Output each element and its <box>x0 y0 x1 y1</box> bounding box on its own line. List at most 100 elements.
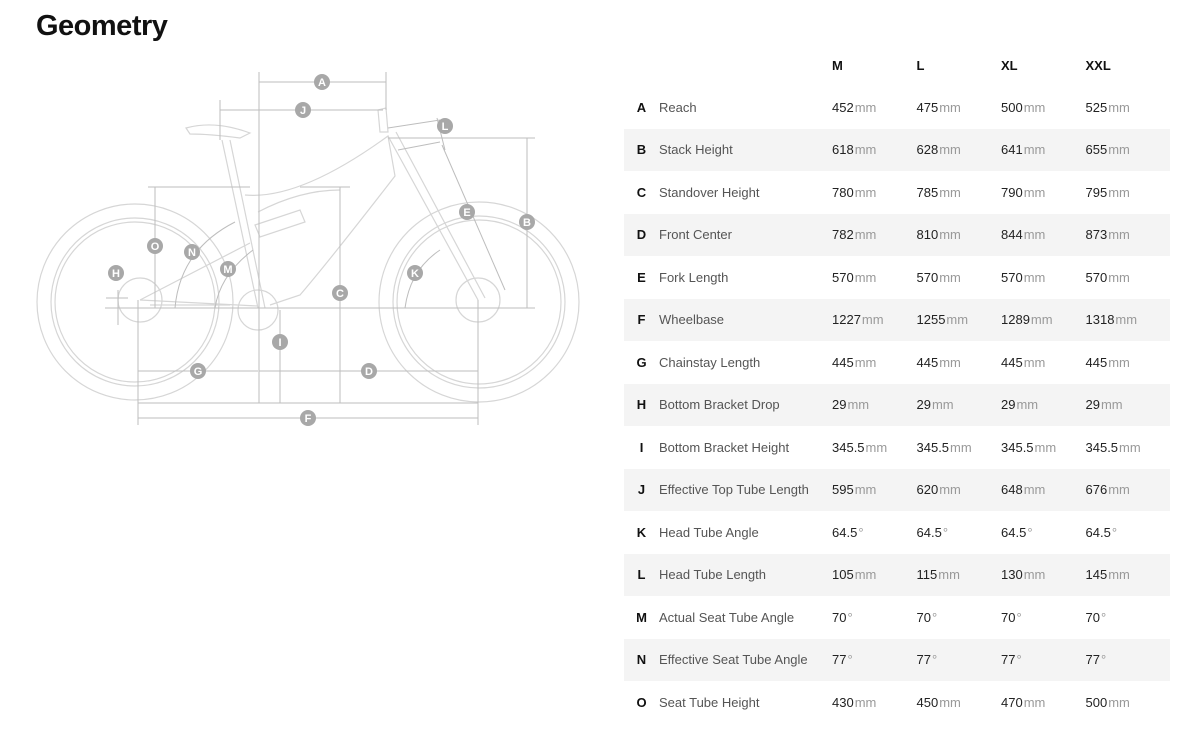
value-number: 115 <box>916 567 938 583</box>
value-unit: mm <box>1016 397 1039 413</box>
value-number: 648 <box>1001 482 1023 498</box>
row-label: Bottom Bracket Drop <box>659 397 780 413</box>
value-number: 130 <box>1001 567 1023 583</box>
value-number: 29 <box>832 397 847 413</box>
badge-letter: N <box>188 247 196 259</box>
value-unit: mm <box>1023 482 1046 498</box>
value-number: 570 <box>1001 269 1023 285</box>
badge-circle <box>184 244 200 260</box>
row-letter: D <box>636 227 647 243</box>
value-number: 810 <box>916 227 939 243</box>
value-unit: mm <box>1034 439 1057 455</box>
value-number: 500 <box>1001 99 1023 115</box>
badge-letter: B <box>523 217 531 229</box>
cell-value: 570mm <box>1086 270 1171 285</box>
cell-value: 810mm <box>917 227 1002 242</box>
value-unit: mm <box>1108 269 1130 285</box>
cell-value: 790mm <box>1001 185 1086 200</box>
row-label: Actual Seat Tube Angle <box>659 609 795 625</box>
dimension-badge: I <box>272 334 288 350</box>
value-unit: mm <box>1023 269 1046 285</box>
badge-letter: J <box>300 105 306 117</box>
value-number: 450 <box>916 694 939 710</box>
value-number: 445 <box>916 354 939 370</box>
table-row: A Reach 452mm 475mm 500mm 525mm <box>624 86 1170 129</box>
badge-letter: M <box>223 264 232 276</box>
cell-value: 500mm <box>1086 695 1171 710</box>
badge-letter: C <box>336 288 344 300</box>
value-number: 64.5 <box>832 524 858 540</box>
size-xl-header: XL <box>1001 57 1018 73</box>
value-number: 77 <box>832 652 847 668</box>
table-row: O Seat Tube Height 430mm 450mm 470mm 500mm <box>624 681 1170 724</box>
value-number: 77 <box>1085 652 1100 668</box>
value-number: 570 <box>832 269 854 285</box>
value-unit: mm <box>946 312 969 328</box>
value-number: 70 <box>1001 609 1016 625</box>
page-title: Geometry <box>36 10 168 42</box>
value-number: 29 <box>916 397 931 413</box>
badge-circle <box>459 204 475 220</box>
value-number: 1318 <box>1085 312 1115 328</box>
row-letter: K <box>636 524 647 540</box>
cell-value: 525mm <box>1086 100 1171 115</box>
badge-circle <box>314 74 330 90</box>
value-number: 1289 <box>1001 312 1030 328</box>
row-letter: G <box>636 354 647 370</box>
value-unit: mm <box>939 694 961 710</box>
dimension-badge: D <box>361 363 377 379</box>
cell-value: 780mm <box>832 185 917 200</box>
cell-value: 64.5° <box>1086 525 1171 540</box>
dimension-badge: A <box>314 74 330 90</box>
cell-value: 345.5mm <box>832 440 917 455</box>
cell-value: 618mm <box>832 142 917 157</box>
badge-circle <box>147 238 163 254</box>
value-number: 676 <box>1085 482 1108 498</box>
value-number: 790 <box>1001 184 1023 200</box>
table-header: M L XL XXL <box>624 44 1170 86</box>
table-row: N Effective Seat Tube Angle 77° 77° 77° 77° <box>624 638 1170 681</box>
badge-letter: G <box>194 366 203 378</box>
value-unit: mm <box>1023 184 1046 200</box>
cell-value: 29mm <box>1001 397 1086 412</box>
value-unit: ° <box>1027 524 1033 540</box>
dimension-badge: K <box>407 265 423 281</box>
badge-letter: L <box>442 121 449 133</box>
table-row: I Bottom Bracket Height 345.5mm 345.5mm 345… <box>624 426 1170 469</box>
value-number: 64.5 <box>1085 524 1111 540</box>
badge-letter: O <box>151 241 160 253</box>
cell-value: 782mm <box>832 227 917 242</box>
cell-value: 77° <box>1001 652 1086 667</box>
cell-value: 655mm <box>1086 142 1171 157</box>
cell-value: 345.5mm <box>917 440 1002 455</box>
table-row: E Fork Length 570mm 570mm 570mm 570mm <box>624 256 1170 299</box>
cell-value: 115mm <box>917 567 1002 582</box>
dimension-badge: E <box>459 204 475 220</box>
cell-value: 70° <box>832 610 917 625</box>
row-label: Bottom Bracket Height <box>659 439 790 455</box>
geometry-table: M L XL XXL A Reach 452mm 475mm 500mm 525mm B … <box>624 44 1170 724</box>
cell-value: 29mm <box>832 397 917 412</box>
cell-value: 70° <box>1001 610 1086 625</box>
cell-value: 70° <box>917 610 1002 625</box>
row-letter: J <box>637 482 646 498</box>
value-number: 873 <box>1085 227 1108 243</box>
value-unit: mm <box>938 567 960 583</box>
cell-value: 873mm <box>1086 227 1171 242</box>
row-label: Fork Length <box>659 269 729 285</box>
value-number: 641 <box>1001 142 1023 158</box>
value-unit: mm <box>861 312 884 328</box>
value-unit: mm <box>1023 567 1046 583</box>
badge-circle <box>220 261 236 277</box>
value-number: 29 <box>1001 397 1016 413</box>
row-letter: B <box>636 142 647 158</box>
value-unit: ° <box>931 609 938 625</box>
cell-value: 641mm <box>1001 142 1086 157</box>
cell-value: 570mm <box>1001 270 1086 285</box>
row-label: Front Center <box>659 227 732 243</box>
value-number: 844 <box>1001 227 1023 243</box>
value-number: 1255 <box>916 312 946 328</box>
row-letter: A <box>636 99 647 115</box>
row-label: Stack Height <box>659 142 733 158</box>
dimension-line <box>441 144 506 291</box>
